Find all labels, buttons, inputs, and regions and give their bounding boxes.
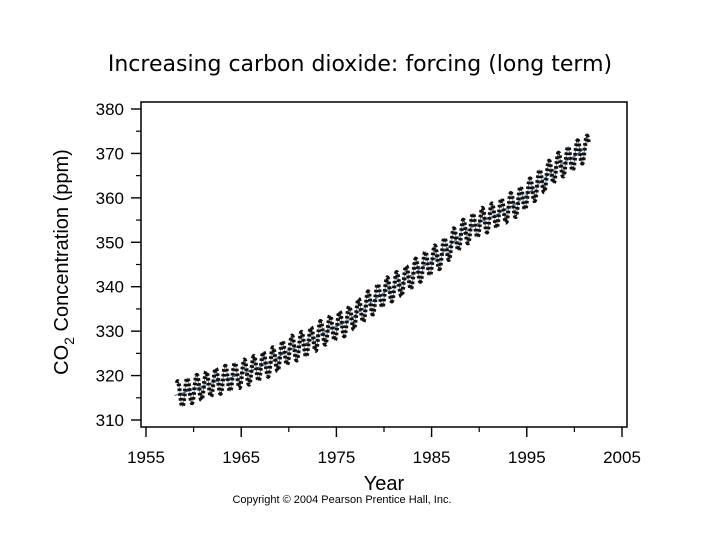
x-tick-label-1995: 1995: [508, 448, 546, 467]
y-tick-label-370: 370: [96, 144, 124, 163]
x-tick-label-1955: 1955: [127, 448, 165, 467]
y-axis-label-main: CO: [51, 345, 73, 375]
series-monthly-co2-core: [176, 135, 590, 408]
series-annual-trend: [174, 148, 585, 397]
x-axis: 1955 1965 1975 1985 1995 2005: [127, 427, 641, 467]
copyright-notice: Copyright © 2004 Pearson Prentice Hall, …: [232, 494, 452, 506]
y-tick-label-360: 360: [96, 189, 124, 208]
y-tick-label-380: 380: [96, 100, 124, 119]
y-axis-label: CO2 Concentration (ppm): [51, 149, 77, 375]
series-monthly-co2: [174, 133, 591, 409]
y-tick-label-330: 330: [96, 322, 124, 341]
y-axis: 310 320 330 340 350 360 370 380: [96, 100, 141, 430]
y-tick-label-350: 350: [96, 233, 124, 252]
x-axis-label: Year: [364, 473, 405, 495]
slide-title: Increasing carbon dioxide: forcing (long…: [107, 52, 613, 77]
x-tick-label-1965: 1965: [222, 448, 260, 467]
y-tick-label-340: 340: [96, 278, 124, 297]
x-tick-label-1985: 1985: [413, 448, 451, 467]
x-tick-label-1975: 1975: [317, 448, 355, 467]
y-tick-label-320: 320: [96, 367, 124, 386]
y-axis-label-rest: Concentration (ppm): [51, 149, 73, 337]
y-axis-label-subscript: 2: [61, 337, 77, 345]
y-tick-label-310: 310: [96, 411, 124, 430]
x-tick-label-2005: 2005: [603, 448, 641, 467]
